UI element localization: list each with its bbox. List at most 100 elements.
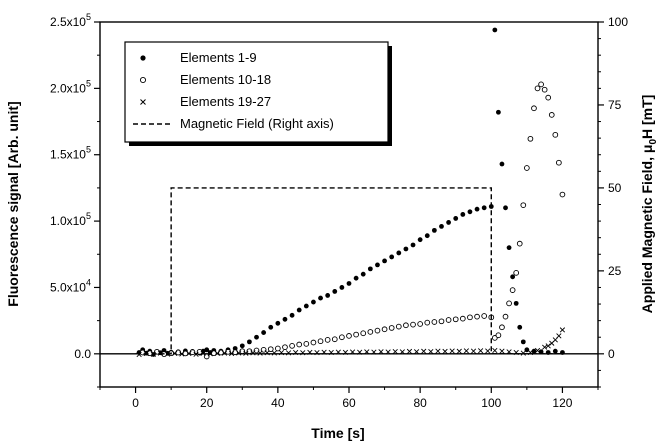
point-elements-1-9 bbox=[538, 349, 544, 355]
point-elements-1-9 bbox=[303, 303, 309, 309]
point-elements-10-18 bbox=[303, 341, 310, 347]
point-elements-10-18 bbox=[296, 341, 303, 348]
point-elements-10-18 bbox=[275, 345, 281, 352]
point-elements-19-27 bbox=[399, 349, 405, 355]
x-tick-label: 0 bbox=[132, 396, 139, 410]
point-elements-10-18 bbox=[417, 321, 423, 327]
point-elements-19-27 bbox=[314, 350, 320, 356]
y-left-tick-label-exponent: 5 bbox=[86, 12, 91, 22]
point-elements-10-18 bbox=[267, 346, 274, 353]
point-elements-19-27 bbox=[435, 348, 441, 354]
y-left-tick-label-base: 1.0x10 bbox=[50, 214, 86, 228]
legend-marker-filled-circle bbox=[140, 55, 146, 61]
legend-marker-cross bbox=[140, 99, 146, 105]
point-elements-19-27 bbox=[371, 349, 377, 355]
point-elements-10-18 bbox=[339, 334, 345, 341]
point-elements-10-18 bbox=[367, 329, 374, 335]
x-tick-label: 40 bbox=[271, 396, 285, 410]
point-elements-1-9 bbox=[481, 205, 487, 211]
point-elements-1-9 bbox=[311, 299, 316, 305]
point-elements-19-27 bbox=[534, 347, 541, 354]
point-elements-19-27 bbox=[321, 349, 327, 355]
point-elements-1-9 bbox=[289, 312, 295, 318]
x-tick-label: 60 bbox=[342, 396, 356, 410]
point-elements-10-18 bbox=[445, 317, 452, 323]
point-elements-1-9 bbox=[239, 343, 245, 349]
point-elements-1-9 bbox=[503, 205, 508, 211]
point-elements-10-18 bbox=[452, 316, 459, 323]
point-elements-19-27 bbox=[463, 348, 470, 354]
point-elements-19-27 bbox=[278, 350, 285, 356]
point-elements-10-18 bbox=[541, 86, 548, 93]
point-elements-10-18 bbox=[495, 332, 502, 339]
x-axis-title: Time [s] bbox=[311, 425, 364, 441]
point-elements-19-27 bbox=[179, 351, 185, 357]
point-elements-1-9 bbox=[261, 330, 267, 335]
point-elements-19-27 bbox=[470, 348, 477, 354]
point-elements-10-18 bbox=[388, 325, 395, 331]
y-left-tick-label-base: 2.5x10 bbox=[50, 15, 86, 29]
legend-label: Magnetic Field (Right axis) bbox=[180, 116, 334, 131]
point-elements-10-18 bbox=[474, 313, 480, 320]
point-elements-19-27 bbox=[520, 350, 526, 356]
point-elements-1-9 bbox=[496, 109, 501, 115]
y-left-tick-label: 2.0x105 bbox=[50, 78, 91, 95]
x-tick-label: 100 bbox=[481, 396, 501, 410]
point-elements-1-9 bbox=[460, 212, 466, 217]
point-elements-1-9 bbox=[506, 245, 512, 251]
legend: Elements 1-9 Elements 10-18 Elements 19-27… bbox=[124, 41, 392, 146]
point-elements-1-9 bbox=[417, 237, 423, 243]
point-elements-19-27 bbox=[250, 350, 256, 356]
y-axis-left-title: Fluorescence signal [Arb. unit] bbox=[5, 101, 21, 306]
point-elements-1-9 bbox=[353, 275, 359, 281]
point-elements-19-27 bbox=[257, 350, 263, 356]
y-left-tick-label-exponent: 5 bbox=[86, 78, 91, 88]
y-left-tick-label: 1.5x105 bbox=[50, 145, 91, 162]
point-elements-1-9 bbox=[318, 295, 323, 301]
y-axis-right-title: Applied Magnetic Field, μ0H [mT] bbox=[639, 95, 659, 314]
point-elements-10-18 bbox=[310, 339, 317, 346]
point-elements-10-18 bbox=[516, 240, 523, 247]
point-elements-1-9 bbox=[517, 324, 523, 330]
legend-box bbox=[124, 41, 389, 143]
point-elements-19-27 bbox=[228, 350, 235, 357]
point-elements-1-9 bbox=[424, 233, 430, 239]
point-elements-10-18 bbox=[509, 287, 516, 293]
x-axis: 0 20 40 60 80 100 120 bbox=[99, 387, 599, 410]
point-elements-1-9 bbox=[431, 227, 437, 233]
point-elements-10-18 bbox=[467, 314, 473, 321]
point-elements-19-27 bbox=[172, 350, 178, 357]
point-elements-1-9 bbox=[499, 161, 505, 167]
point-elements-10-18 bbox=[527, 135, 534, 142]
point-elements-19-27 bbox=[307, 349, 313, 355]
point-elements-1-9 bbox=[346, 281, 352, 286]
legend-marker-open-circle bbox=[139, 76, 147, 84]
y-left-tick-label-base: 5.0x10 bbox=[50, 280, 86, 294]
point-elements-19-27 bbox=[428, 348, 434, 355]
point-elements-10-18 bbox=[410, 321, 416, 328]
point-elements-1-9 bbox=[439, 224, 444, 229]
point-elements-10-18 bbox=[531, 105, 537, 112]
point-elements-1-9 bbox=[375, 262, 380, 268]
point-elements-10-18 bbox=[481, 313, 488, 319]
point-elements-19-27 bbox=[545, 343, 551, 349]
y-left-tick-label: 2.5x105 bbox=[50, 12, 91, 29]
point-elements-1-9 bbox=[453, 216, 459, 221]
point-elements-10-18 bbox=[331, 336, 338, 343]
point-elements-19-27 bbox=[293, 349, 299, 356]
point-elements-19-27 bbox=[200, 350, 206, 356]
point-elements-19-27 bbox=[392, 348, 398, 355]
point-elements-1-9 bbox=[325, 293, 331, 298]
point-elements-1-9 bbox=[446, 220, 451, 225]
y-left-tick-label: 0.0 bbox=[74, 347, 91, 361]
point-elements-19-27 bbox=[492, 347, 498, 354]
point-elements-10-18 bbox=[239, 348, 246, 355]
point-elements-19-27 bbox=[559, 327, 566, 333]
point-elements-10-18 bbox=[346, 333, 352, 339]
point-elements-10-18 bbox=[524, 165, 530, 171]
point-elements-19-27 bbox=[413, 349, 420, 355]
y-axis-right-title-main: Applied Magnetic Field, μ bbox=[639, 145, 655, 314]
point-elements-1-9 bbox=[513, 300, 519, 306]
point-elements-1-9 bbox=[254, 334, 259, 340]
